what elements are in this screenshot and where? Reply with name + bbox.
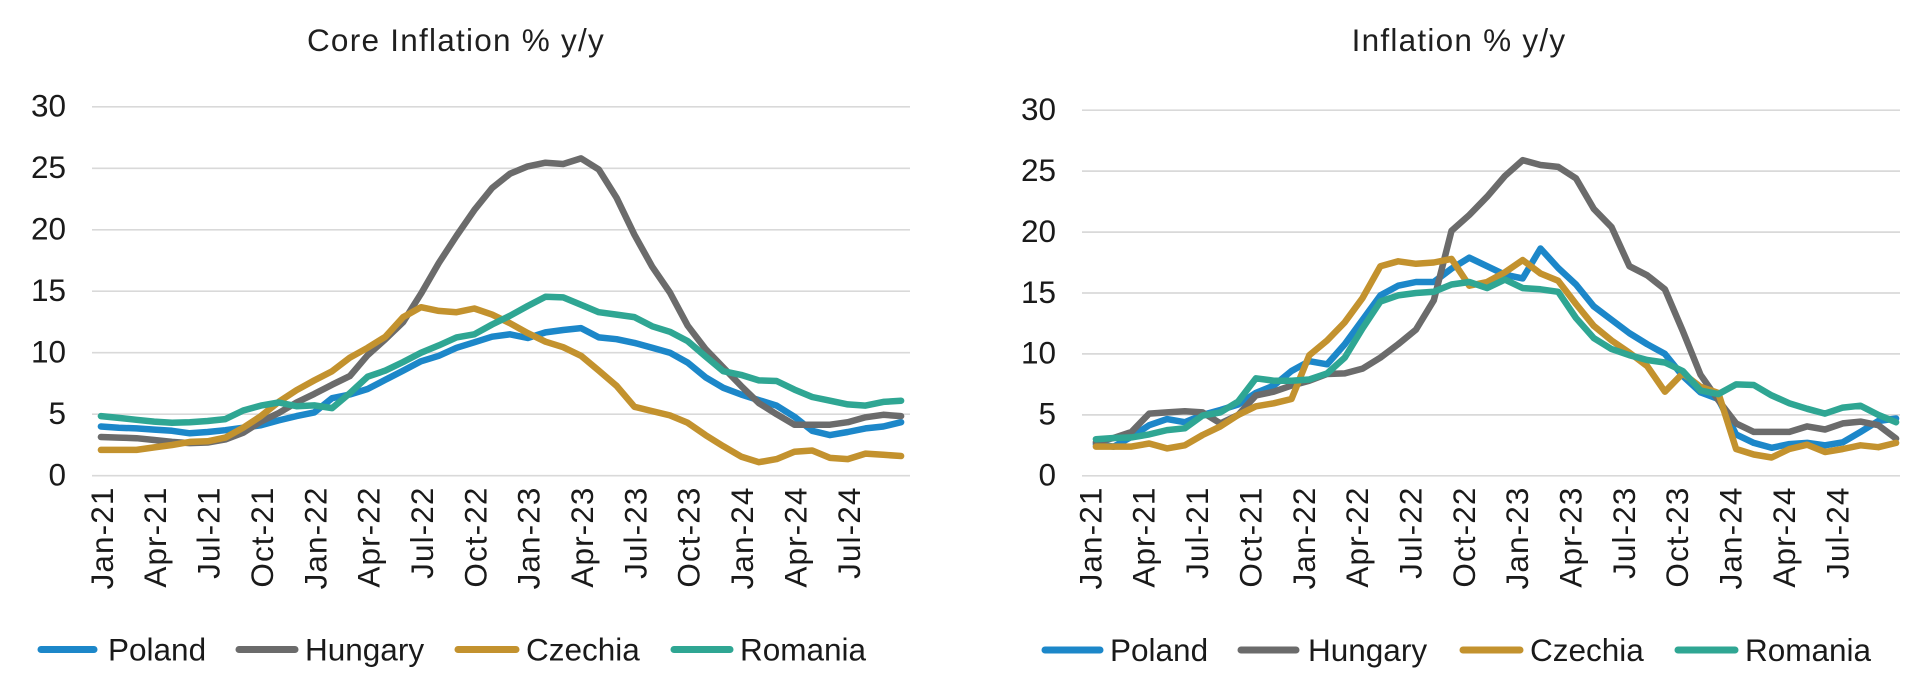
svg-text:Inflation % y/y: Inflation % y/y — [1352, 22, 1567, 58]
svg-text:Jul-21: Jul-21 — [1179, 487, 1215, 579]
svg-text:Apr-21: Apr-21 — [1126, 487, 1162, 588]
svg-text:Jan-24: Jan-24 — [1713, 487, 1749, 590]
svg-text:0: 0 — [1038, 457, 1056, 493]
svg-text:Jul-23: Jul-23 — [617, 487, 653, 579]
svg-text:Jul-22: Jul-22 — [1393, 487, 1429, 579]
svg-text:Apr-22: Apr-22 — [1339, 487, 1375, 588]
svg-text:Romania: Romania — [1745, 632, 1872, 668]
svg-text:Hungary: Hungary — [1308, 632, 1427, 668]
svg-text:Jul-24: Jul-24 — [1819, 487, 1855, 579]
svg-text:Poland: Poland — [1110, 632, 1208, 668]
svg-text:Jan-24: Jan-24 — [724, 487, 760, 590]
svg-text:Apr-23: Apr-23 — [1553, 487, 1589, 588]
svg-text:Jul-23: Jul-23 — [1606, 487, 1642, 579]
svg-text:0: 0 — [48, 457, 66, 493]
svg-text:30: 30 — [31, 88, 66, 124]
svg-text:Jan-21: Jan-21 — [1072, 487, 1108, 590]
svg-text:10: 10 — [31, 334, 66, 370]
svg-text:Apr-21: Apr-21 — [137, 487, 173, 588]
svg-text:20: 20 — [31, 211, 66, 247]
svg-text:Apr-22: Apr-22 — [351, 487, 387, 588]
svg-text:Jan-22: Jan-22 — [297, 487, 333, 590]
svg-text:Czechia: Czechia — [526, 632, 640, 668]
svg-text:Jan-21: Jan-21 — [84, 487, 120, 590]
svg-text:Hungary: Hungary — [305, 632, 424, 668]
svg-text:Jul-24: Jul-24 — [831, 487, 867, 579]
svg-text:Oct-22: Oct-22 — [457, 487, 493, 588]
svg-text:Jan-23: Jan-23 — [1499, 487, 1535, 590]
svg-text:30: 30 — [1021, 91, 1056, 127]
svg-text:Apr-24: Apr-24 — [777, 487, 813, 588]
svg-text:Oct-23: Oct-23 — [671, 487, 707, 588]
svg-text:Jul-22: Jul-22 — [404, 487, 440, 579]
svg-text:15: 15 — [31, 272, 66, 308]
svg-text:Oct-21: Oct-21 — [244, 487, 280, 588]
svg-text:10: 10 — [1021, 335, 1056, 371]
svg-text:25: 25 — [1021, 152, 1056, 188]
svg-text:Apr-24: Apr-24 — [1766, 487, 1802, 588]
svg-text:Oct-21: Oct-21 — [1232, 487, 1268, 588]
svg-text:Poland: Poland — [108, 632, 206, 668]
svg-text:Oct-23: Oct-23 — [1659, 487, 1695, 588]
svg-text:Romania: Romania — [740, 632, 867, 668]
svg-text:Czechia: Czechia — [1530, 632, 1644, 668]
svg-text:Apr-23: Apr-23 — [564, 487, 600, 588]
svg-text:20: 20 — [1021, 213, 1056, 249]
svg-text:Jan-22: Jan-22 — [1286, 487, 1322, 590]
svg-text:15: 15 — [1021, 274, 1056, 310]
svg-text:25: 25 — [31, 149, 66, 185]
svg-text:Core Inflation % y/y: Core Inflation % y/y — [307, 22, 605, 58]
svg-text:Jan-23: Jan-23 — [511, 487, 547, 590]
svg-text:5: 5 — [1038, 396, 1056, 432]
svg-text:Oct-22: Oct-22 — [1446, 487, 1482, 588]
svg-text:5: 5 — [48, 395, 66, 431]
svg-text:Jul-21: Jul-21 — [191, 487, 227, 579]
